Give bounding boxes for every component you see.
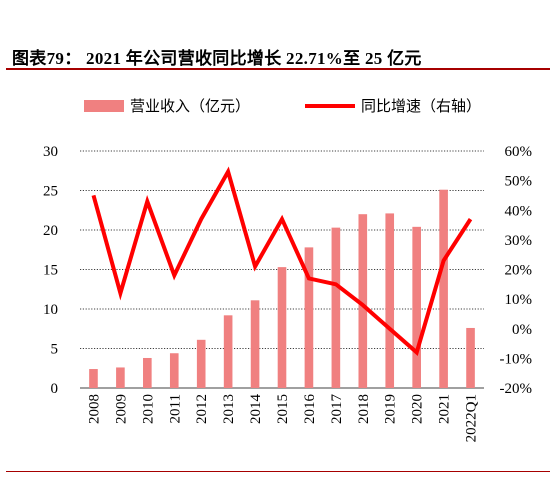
x-tick-label: 2009 bbox=[113, 394, 129, 424]
x-tick-label: 2012 bbox=[194, 394, 210, 424]
bar-2021 bbox=[439, 189, 448, 388]
left-axis-ticks: 0 5 10 15 20 25 30 bbox=[43, 144, 58, 397]
x-tick-label: 2022Q1 bbox=[464, 394, 480, 442]
bar-2010 bbox=[143, 357, 152, 388]
left-tick-label: 20 bbox=[43, 223, 58, 239]
x-tick-label: 2013 bbox=[221, 394, 237, 424]
title-rule bbox=[6, 68, 550, 70]
bar-2020 bbox=[412, 226, 421, 388]
right-tick-label: -20% bbox=[500, 381, 533, 397]
legend-line-label: 同比增速（右轴） bbox=[361, 98, 481, 115]
left-tick-label: 5 bbox=[51, 342, 59, 358]
x-tick-label: 2015 bbox=[275, 394, 291, 424]
x-tick-label: 2016 bbox=[302, 394, 318, 425]
bar-2014 bbox=[250, 300, 260, 388]
left-tick-label: 10 bbox=[43, 302, 58, 318]
right-tick-label: 60% bbox=[505, 144, 533, 160]
bar-2015 bbox=[277, 267, 287, 388]
right-tick-label: 40% bbox=[505, 203, 533, 219]
right-tick-label: 30% bbox=[505, 233, 533, 249]
bar-2019 bbox=[385, 213, 395, 388]
x-tick-label: 2018 bbox=[356, 394, 372, 424]
x-tick-label: 2011 bbox=[167, 394, 183, 423]
left-tick-label: 0 bbox=[51, 381, 59, 397]
bar-2022Q1 bbox=[466, 327, 475, 388]
bar-2009 bbox=[116, 367, 125, 388]
bar-2016 bbox=[304, 247, 314, 388]
figure-title: 图表79： 2021 年公司营收同比增长 22.71%至 25 亿元 bbox=[12, 49, 422, 68]
x-tick-label: 2020 bbox=[410, 394, 426, 424]
legend-bar-label: 营业收入（亿元） bbox=[130, 98, 250, 115]
bar-2008 bbox=[89, 369, 98, 388]
x-axis-labels: 2008 2009 2010 2011 2012 2013 2014 2015 2016 2017… bbox=[86, 394, 479, 443]
left-tick-label: 15 bbox=[43, 263, 58, 279]
right-tick-label: 10% bbox=[505, 292, 533, 308]
legend-bar-swatch bbox=[84, 100, 124, 112]
right-tick-label: 0% bbox=[512, 322, 532, 338]
left-tick-label: 25 bbox=[43, 184, 58, 200]
bar-series bbox=[89, 189, 475, 388]
legend: 营业收入（亿元） 同比增速（右轴） bbox=[84, 98, 481, 115]
bar-2011 bbox=[169, 353, 179, 388]
bar-2017 bbox=[331, 227, 341, 388]
bottom-rule bbox=[6, 471, 550, 472]
right-axis-ticks: -20% -10% 0% 10% 20% 30% 40% 50% 60% bbox=[500, 144, 533, 397]
right-tick-label: -10% bbox=[500, 351, 533, 367]
bar-2012 bbox=[196, 339, 206, 388]
revenue-growth-chart: 营业收入（亿元） 同比增速（右轴） 0 5 10 15 20 25 30 -20% -10% 0%… bbox=[43, 98, 533, 443]
figure-header: 图表79： 2021 年公司营收同比增长 22.71%至 25 亿元 bbox=[6, 36, 550, 70]
x-tick-label: 2010 bbox=[140, 394, 156, 424]
line-series bbox=[91, 166, 473, 356]
x-tick-label: 2014 bbox=[248, 394, 264, 425]
left-tick-label: 30 bbox=[43, 144, 58, 160]
right-tick-label: 20% bbox=[505, 263, 533, 279]
x-tick-label: 2019 bbox=[383, 394, 399, 424]
bar-2013 bbox=[223, 315, 233, 388]
x-tick-label: 2008 bbox=[86, 394, 102, 424]
x-tick-label: 2021 bbox=[437, 394, 453, 424]
right-tick-label: 50% bbox=[505, 174, 533, 190]
bar-2018 bbox=[358, 214, 368, 388]
x-tick-label: 2017 bbox=[329, 394, 345, 425]
